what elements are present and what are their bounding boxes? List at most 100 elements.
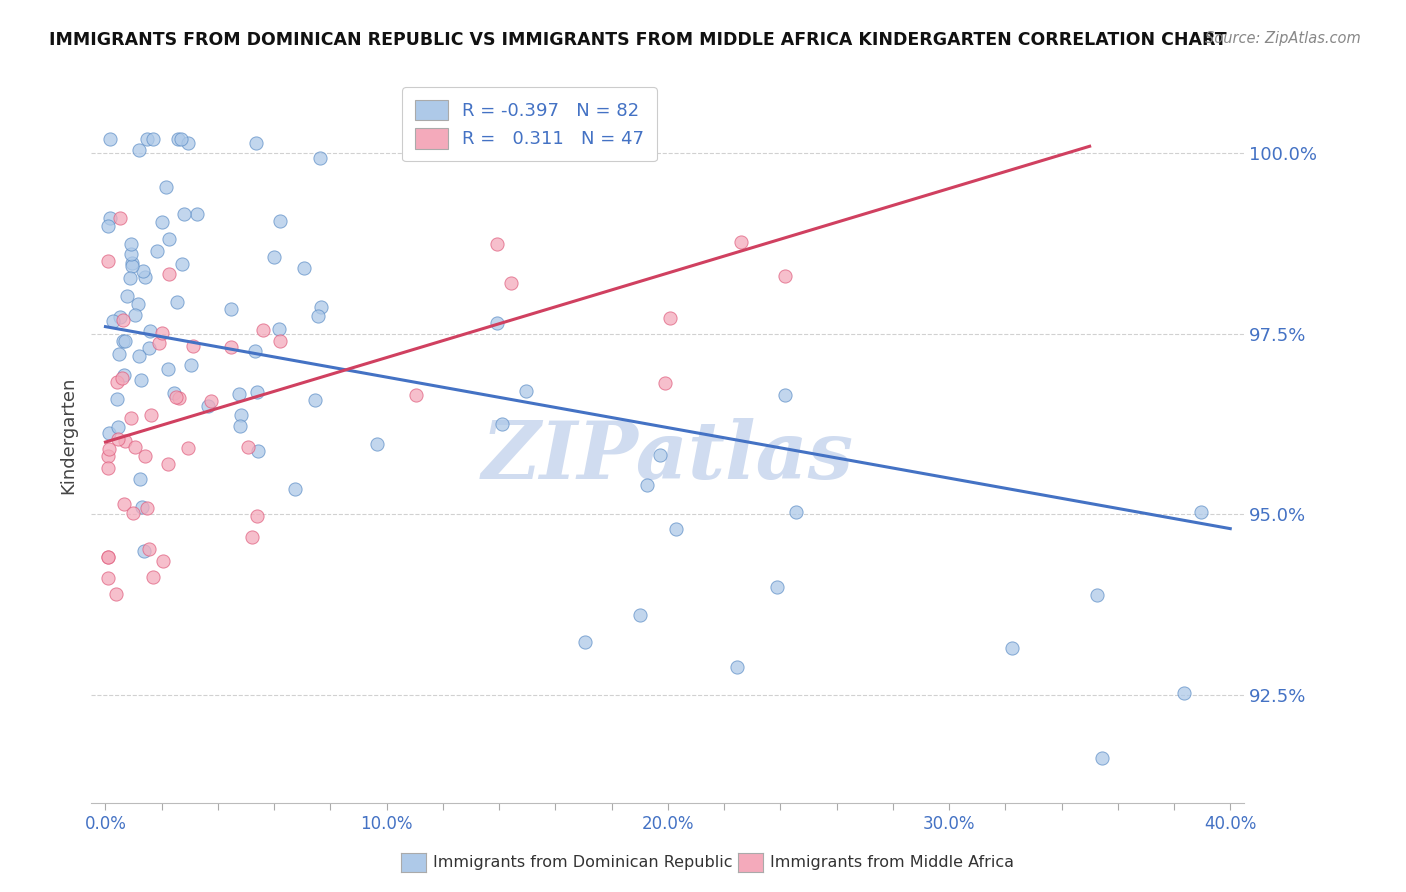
Text: Source: ZipAtlas.com: Source: ZipAtlas.com (1205, 31, 1361, 46)
Point (150, 214, 173, 228)
Point (309, 151, 332, 165)
Point (108, 310, 131, 324)
Point (173, 207, 195, 221)
Point (245, 136, 267, 150)
Point (97, 550, 120, 565)
Point (114, 334, 136, 349)
Point (98, 211, 121, 225)
Point (97, 253, 120, 268)
Point (97, 571, 120, 585)
Point (1173, 686, 1195, 700)
Point (730, 235, 752, 250)
Point (163, 386, 186, 401)
Point (650, 449, 672, 463)
Point (152, 554, 174, 568)
Point (157, 232, 180, 246)
Point (170, 132, 193, 146)
Point (246, 444, 269, 458)
Point (104, 587, 127, 601)
Point (148, 336, 170, 351)
Point (166, 132, 188, 146)
Point (114, 434, 136, 448)
Point (112, 334, 135, 348)
Point (157, 457, 180, 471)
Point (124, 440, 146, 454)
Point (1085, 588, 1108, 602)
Point (155, 179, 177, 194)
Point (107, 432, 129, 446)
Point (111, 371, 134, 385)
Point (118, 271, 141, 285)
Text: Immigrants from Middle Africa: Immigrants from Middle Africa (770, 855, 1015, 870)
Point (146, 244, 169, 258)
Point (180, 359, 202, 373)
Point (124, 308, 146, 322)
Point (115, 289, 138, 303)
Point (97, 549, 120, 564)
Point (136, 132, 159, 146)
Point (785, 505, 807, 519)
Point (98, 132, 121, 146)
Point (773, 387, 796, 401)
Legend: R = -0.397   N = 82, R =   0.311   N = 47: R = -0.397 N = 82, R = 0.311 N = 47 (402, 87, 657, 161)
Point (150, 326, 173, 341)
Point (121, 256, 143, 270)
Point (219, 340, 242, 354)
Point (112, 497, 135, 511)
Y-axis label: Kindergarten: Kindergarten (59, 376, 77, 493)
Point (491, 417, 513, 431)
Point (269, 321, 291, 335)
Point (658, 311, 681, 326)
Point (136, 500, 159, 515)
Point (228, 386, 250, 401)
Point (166, 295, 188, 310)
Point (139, 408, 162, 422)
Point (243, 343, 266, 358)
Point (636, 478, 658, 492)
Point (97, 442, 120, 456)
Point (172, 256, 194, 270)
Point (108, 347, 131, 361)
Point (167, 392, 190, 406)
Point (97, 460, 120, 475)
Point (156, 361, 179, 376)
Point (128, 143, 150, 157)
Point (177, 136, 200, 150)
Point (103, 314, 125, 328)
Point (128, 349, 150, 363)
Point (200, 394, 222, 409)
Point (725, 659, 748, 673)
Text: Immigrants from Dominican Republic: Immigrants from Dominican Republic (433, 855, 733, 870)
Point (654, 376, 676, 391)
Point (112, 368, 135, 383)
Text: IMMIGRANTS FROM DOMINICAN REPUBLIC VS IMMIGRANTS FROM MIDDLE AFRICA KINDERGARTEN: IMMIGRANTS FROM DOMINICAN REPUBLIC VS IM… (49, 31, 1227, 49)
Point (120, 411, 142, 425)
Point (142, 132, 165, 146)
Point (1001, 641, 1024, 656)
Point (304, 392, 326, 407)
Point (121, 260, 143, 274)
Point (665, 522, 688, 536)
Point (236, 440, 259, 454)
Point (134, 543, 156, 558)
Point (134, 449, 156, 463)
Point (229, 408, 252, 422)
Point (121, 236, 143, 251)
Point (197, 399, 219, 413)
Point (486, 316, 509, 330)
Point (269, 213, 291, 227)
Point (127, 297, 149, 311)
Point (405, 388, 427, 402)
Point (284, 482, 307, 496)
Point (120, 247, 142, 261)
Point (246, 384, 269, 399)
Point (246, 508, 269, 523)
Point (105, 392, 128, 406)
Point (131, 500, 153, 514)
Point (165, 391, 187, 405)
Point (98, 425, 121, 440)
Point (132, 264, 155, 278)
Point (112, 313, 135, 327)
Point (138, 341, 160, 355)
Point (122, 506, 145, 520)
